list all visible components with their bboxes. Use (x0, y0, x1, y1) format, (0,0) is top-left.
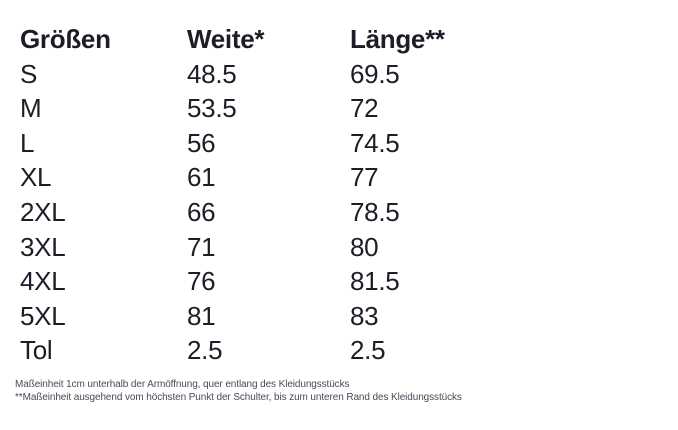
laenge-cell: 78.5 (350, 196, 400, 227)
laenge-cell: 72 (350, 93, 379, 124)
weite-cell: 76 (187, 266, 216, 297)
footnote-laenge: **Maßeinheit ausgehend vom höchsten Punk… (15, 392, 462, 403)
header-laenge: Länge** (350, 24, 445, 54)
size-cell: 4XL (20, 266, 66, 297)
size-cell: 5XL (20, 300, 66, 331)
table-row: M 53.5 72 (20, 91, 550, 126)
size-cell: Tol (20, 335, 53, 366)
size-cell: 3XL (20, 231, 66, 262)
header-weite: Weite* (187, 24, 265, 54)
laenge-cell: 77 (350, 162, 379, 193)
laenge-cell: 74.5 (350, 127, 400, 158)
laenge-cell: 69.5 (350, 58, 400, 89)
weite-cell: 2.5 (187, 335, 223, 366)
table-row: L 56 74.5 (20, 126, 550, 161)
size-table: Größen Weite* Länge** S 48.5 69.5 M 53.5… (20, 22, 550, 368)
weite-cell: 71 (187, 231, 216, 262)
laenge-cell: 83 (350, 300, 379, 331)
table-row: S 48.5 69.5 (20, 57, 550, 92)
size-cell: XL (20, 162, 52, 193)
laenge-cell: 80 (350, 231, 379, 262)
table-row: XL 61 77 (20, 160, 550, 195)
table-row: 4XL 76 81.5 (20, 264, 550, 299)
weite-cell: 56 (187, 127, 216, 158)
table-row: 3XL 71 80 (20, 230, 550, 265)
table-row: Tol 2.5 2.5 (20, 333, 550, 368)
footnotes: Maßeinheit 1cm unterhalb der Armöffnung,… (15, 378, 462, 404)
laenge-cell: 2.5 (350, 335, 386, 366)
size-cell: L (20, 127, 35, 158)
weite-cell: 66 (187, 196, 216, 227)
size-cell: S (20, 58, 38, 89)
footnote-weite: Maßeinheit 1cm unterhalb der Armöffnung,… (15, 379, 350, 390)
weite-cell: 61 (187, 162, 216, 193)
table-header-row: Größen Weite* Länge** (20, 22, 550, 57)
table-row: 2XL 66 78.5 (20, 195, 550, 230)
table-row: 5XL 81 83 (20, 299, 550, 334)
laenge-cell: 81.5 (350, 266, 400, 297)
weite-cell: 53.5 (187, 93, 237, 124)
weite-cell: 48.5 (187, 58, 237, 89)
header-groessen: Größen (20, 24, 111, 54)
weite-cell: 81 (187, 300, 216, 331)
size-cell: 2XL (20, 196, 66, 227)
size-cell: M (20, 93, 42, 124)
